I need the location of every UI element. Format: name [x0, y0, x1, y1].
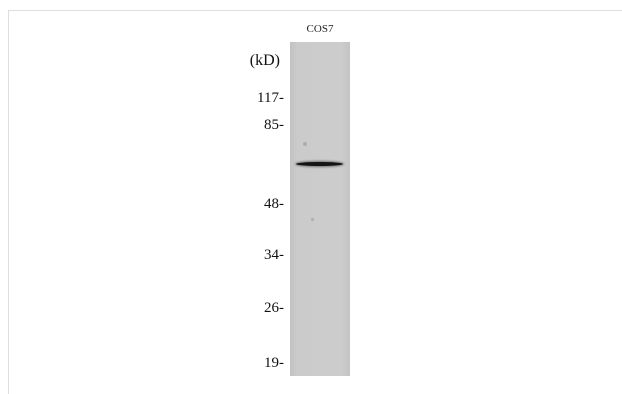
lane-label: COS7: [306, 23, 334, 35]
blot-lane-cos7: [290, 42, 350, 376]
marker-label-26: 26-: [264, 300, 284, 316]
figure-frame-top-border: [8, 10, 622, 11]
marker-label-19: 19-: [264, 355, 284, 371]
marker-label-34: 34-: [264, 247, 284, 263]
molecular-weight-unit-label: (kD): [249, 52, 280, 69]
marker-label-85: 85-: [264, 117, 284, 133]
blot-speck: [311, 218, 314, 221]
marker-label-48: 48-: [264, 196, 284, 212]
marker-label-117: 117-: [257, 90, 284, 106]
blot-speck: [303, 142, 307, 146]
protein-band: [296, 162, 343, 166]
figure-frame-left-border: [8, 10, 9, 394]
